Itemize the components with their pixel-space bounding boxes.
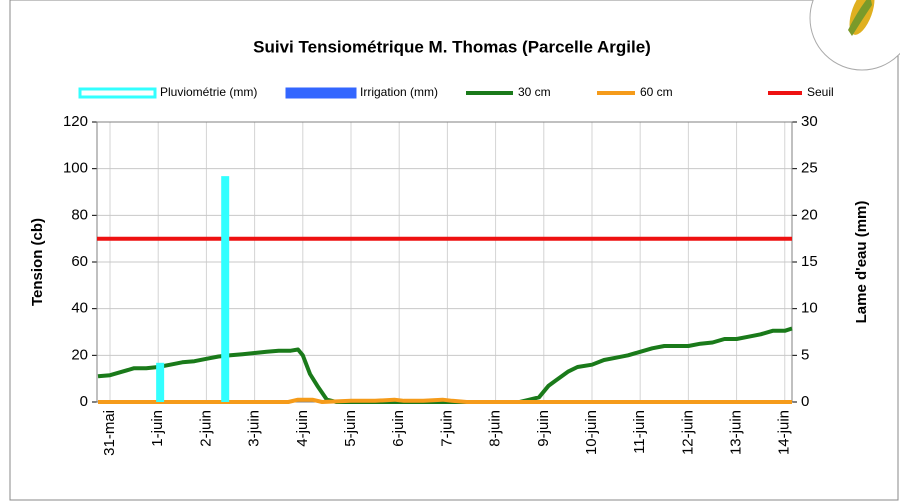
legend-label: Pluviométrie (mm) — [160, 85, 257, 99]
y-tick-label: 0 — [80, 393, 88, 410]
y2-axis-label: Lame d'eau (mm) — [853, 201, 870, 324]
legend-swatch — [285, 87, 357, 99]
x-tick-label: 13-juin — [728, 410, 745, 455]
x-tick-label: 12-juin — [679, 410, 696, 455]
legend-label: 60 cm — [640, 85, 673, 99]
y2-tick-label: 20 — [801, 206, 818, 223]
y-tick-label: 40 — [71, 300, 88, 317]
rain-bar — [156, 362, 165, 402]
x-tick-label: 9-juin — [535, 410, 552, 447]
x-tick-label: 10-juin — [583, 410, 600, 455]
y-tick-label: 80 — [71, 206, 88, 223]
legend-label: Irrigation (mm) — [360, 85, 438, 99]
y2-tick-label: 15 — [801, 253, 818, 270]
y-tick-label: 20 — [71, 346, 88, 363]
chart-title: Suivi Tensiométrique M. Thomas (Parcelle… — [253, 37, 651, 56]
corn-logo — [809, 0, 900, 71]
x-tick-label: 11-juin — [631, 410, 648, 454]
legend-label: Seuil — [807, 85, 834, 99]
x-tick-label: 4-juin — [294, 410, 311, 447]
x-tick-label: 31-mai — [101, 410, 118, 456]
x-tick-label: 6-juin — [390, 410, 407, 447]
x-tick-label: 8-juin — [487, 410, 504, 447]
y2-tick-label: 5 — [801, 346, 809, 363]
legend-swatch — [78, 87, 157, 99]
y-axis-label: Tension (cb) — [29, 218, 46, 306]
y-tick-label: 100 — [63, 160, 88, 177]
rain-bar — [221, 176, 230, 402]
x-tick-label: 1-juin — [149, 410, 166, 447]
y2-tick-label: 0 — [801, 393, 809, 410]
x-tick-label: 3-juin — [246, 410, 263, 447]
y2-tick-label: 10 — [801, 300, 818, 317]
x-tick-label: 14-juin — [776, 410, 793, 455]
y2-tick-label: 25 — [801, 160, 818, 177]
legend-label: 30 cm — [518, 85, 551, 99]
y-tick-label: 120 — [63, 113, 88, 130]
x-tick-label: 5-juin — [342, 410, 359, 447]
x-tick-label: 2-juin — [197, 410, 214, 447]
x-tick-label: 7-juin — [438, 410, 455, 447]
y-tick-label: 60 — [71, 253, 88, 270]
series-line — [98, 397, 792, 404]
y2-tick-label: 30 — [801, 113, 818, 130]
